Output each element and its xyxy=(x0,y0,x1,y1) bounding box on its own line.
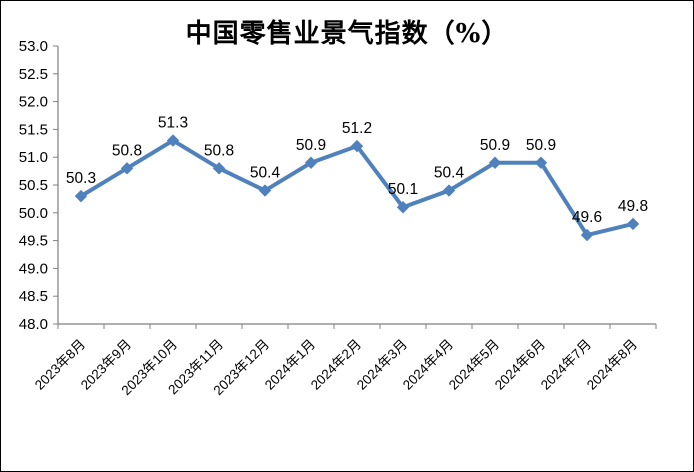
data-label: 50.8 xyxy=(204,142,234,159)
chart-title: 中国零售业景气指数（%） xyxy=(185,19,509,49)
y-tick-label: 48.5 xyxy=(19,288,48,305)
data-point-marker xyxy=(212,162,226,175)
y-tick-label: 50.0 xyxy=(19,205,48,222)
y-tick-label: 51.0 xyxy=(19,149,48,166)
data-point-marker xyxy=(120,162,134,175)
data-point-marker xyxy=(350,139,364,153)
data-label: 50.4 xyxy=(250,165,281,182)
y-tick-label: 48.0 xyxy=(19,316,48,333)
y-tick-label: 50.5 xyxy=(19,177,48,194)
data-point-marker xyxy=(258,184,272,197)
y-tick-label: 52.0 xyxy=(19,94,48,111)
data-point-marker xyxy=(166,134,180,147)
data-label: 50.9 xyxy=(296,137,326,154)
x-tick-label: 2024年8月 xyxy=(584,337,640,393)
y-tick-label: 52.5 xyxy=(19,66,48,83)
data-label: 49.6 xyxy=(572,209,602,226)
data-label: 50.4 xyxy=(434,165,465,182)
data-point-marker xyxy=(74,189,88,203)
data-label: 51.3 xyxy=(158,115,188,132)
data-line xyxy=(79,138,635,238)
data-point-marker xyxy=(534,156,548,169)
data-point-marker xyxy=(396,201,410,214)
data-point-marker xyxy=(304,156,318,169)
data-label: 50.1 xyxy=(388,181,418,198)
data-label: 50.9 xyxy=(480,137,510,154)
data-point-marker xyxy=(442,184,456,197)
y-tick-label: 51.5 xyxy=(19,121,48,138)
data-label: 50.9 xyxy=(526,137,556,154)
data-label: 49.8 xyxy=(618,198,648,215)
data-label: 50.8 xyxy=(112,142,142,159)
data-point-marker xyxy=(580,228,594,242)
data-label: 51.2 xyxy=(342,120,372,137)
y-tick-label: 49.5 xyxy=(19,233,48,250)
y-tick-label: 53.0 xyxy=(19,38,48,55)
data-point-marker xyxy=(626,217,640,231)
y-tick-label: 49.0 xyxy=(19,260,48,277)
data-point-marker xyxy=(488,156,502,169)
data-label: 50.3 xyxy=(66,170,96,187)
